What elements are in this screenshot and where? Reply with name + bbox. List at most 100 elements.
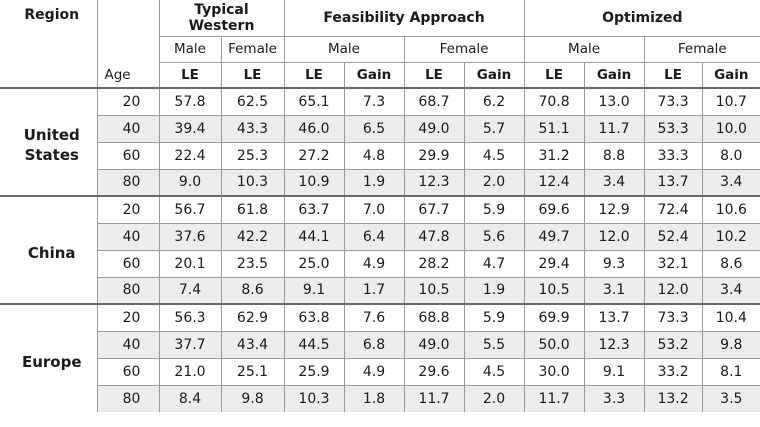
value-cell-fa-f-gain: 5.9 <box>463 195 525 223</box>
value-cell-op-m-le: 70.8 <box>523 88 585 115</box>
value-cell-fa-m-gain: 4.9 <box>343 249 404 277</box>
value-cell-op-m-le: 49.7 <box>523 222 585 250</box>
age-cell: 60 <box>96 357 159 385</box>
region-name-cell: United States <box>0 88 97 196</box>
value-cell-op-m-le: 69.9 <box>523 303 585 331</box>
value-cell-op-m-gain: 12.3 <box>583 330 645 358</box>
value-cell-op-m-le: 10.5 <box>523 276 585 304</box>
group-header-feasibility: Feasibility Approach <box>283 0 525 37</box>
value-cell-op-f-gain: 9.8 <box>701 330 760 358</box>
value-cell-op-f-gain: 10.4 <box>701 303 760 331</box>
value-cell-op-m-le: 11.7 <box>523 384 585 412</box>
value-cell-fa-m-le: 63.7 <box>283 195 344 223</box>
value-cell-fa-f-gain: 5.5 <box>463 330 525 358</box>
col-header-gain: Gain <box>701 62 760 89</box>
value-cell-fa-f-gain: 4.7 <box>463 249 525 277</box>
life-expectancy-table: Region Typical Western Feasibility Appro… <box>0 0 760 412</box>
value-cell-tw-m: 37.6 <box>158 222 221 250</box>
value-cell-fa-m-le: 10.3 <box>283 384 344 412</box>
col-header-le: LE <box>283 62 344 89</box>
col-header-gain: Gain <box>463 62 525 89</box>
age-cell: 40 <box>96 222 159 250</box>
value-cell-op-m-gain: 12.0 <box>583 222 645 250</box>
value-cell-op-f-le: 33.2 <box>643 357 703 385</box>
value-cell-fa-m-gain: 6.5 <box>343 114 404 142</box>
table-row: 60 22.4 25.3 27.2 4.8 29.9 4.5 31.2 8.8 33.3 8.0 <box>0 141 760 169</box>
value-cell-fa-f-le: 11.7 <box>403 384 464 412</box>
region-name-line1: China <box>27 244 76 262</box>
value-cell-op-f-le: 53.3 <box>643 114 703 142</box>
value-cell-tw-m: 8.4 <box>158 384 221 412</box>
sex-header-tw-female: Female <box>220 36 284 63</box>
value-cell-fa-m-le: 63.8 <box>283 303 344 331</box>
value-cell-tw-m: 22.4 <box>158 141 221 169</box>
value-cell-tw-f: 61.8 <box>220 195 284 223</box>
sex-header-op-female: Female <box>643 36 760 63</box>
value-cell-fa-m-le: 10.9 <box>283 168 344 196</box>
value-cell-fa-m-gain: 6.8 <box>343 330 404 358</box>
value-cell-fa-f-gain: 5.9 <box>463 303 525 331</box>
value-cell-fa-f-gain: 5.6 <box>463 222 525 250</box>
col-header-le: LE <box>643 62 703 89</box>
value-cell-fa-f-le: 67.7 <box>403 195 464 223</box>
age-cell: 20 <box>96 195 159 223</box>
value-cell-tw-f: 9.8 <box>220 384 284 412</box>
value-cell-op-m-le: 29.4 <box>523 249 585 277</box>
table-row: 40 37.6 42.2 44.1 6.4 47.8 5.6 49.7 12.0 52.4 10.2 <box>0 222 760 250</box>
value-cell-tw-m: 39.4 <box>158 114 221 142</box>
table-row: 80 9.0 10.3 10.9 1.9 12.3 2.0 12.4 3.4 13.7 3.4 <box>0 168 760 196</box>
value-cell-op-m-gain: 8.8 <box>583 141 645 169</box>
value-cell-op-m-gain: 11.7 <box>583 114 645 142</box>
value-cell-fa-m-gain: 7.3 <box>343 88 404 115</box>
value-cell-fa-m-le: 25.9 <box>283 357 344 385</box>
value-cell-op-f-le: 32.1 <box>643 249 703 277</box>
value-cell-op-f-gain: 3.4 <box>701 276 760 304</box>
value-cell-op-m-gain: 3.1 <box>583 276 645 304</box>
value-cell-tw-f: 43.3 <box>220 114 284 142</box>
value-cell-op-f-le: 13.2 <box>643 384 703 412</box>
table-row: Europe 20 56.3 62.9 63.8 7.6 68.8 5.9 69.9 13.7 73… <box>0 303 760 412</box>
value-cell-op-f-gain: 10.7 <box>701 88 760 115</box>
value-cell-op-m-gain: 9.3 <box>583 249 645 277</box>
region-header: Region <box>24 7 80 23</box>
value-cell-op-f-le: 73.3 <box>643 303 703 331</box>
value-cell-fa-m-gain: 6.4 <box>343 222 404 250</box>
value-cell-tw-m: 20.1 <box>158 249 221 277</box>
value-cell-tw-m: 9.0 <box>158 168 221 196</box>
region-header-spacer <box>0 62 97 89</box>
value-cell-tw-m: 21.0 <box>158 357 221 385</box>
age-cell: 80 <box>96 168 159 196</box>
value-cell-fa-m-gain: 1.7 <box>343 276 404 304</box>
value-cell-tw-f: 25.3 <box>220 141 284 169</box>
region-name-cell: Europe <box>0 303 97 412</box>
value-cell-op-f-le: 33.3 <box>643 141 703 169</box>
value-cell-tw-f: 62.5 <box>220 88 284 115</box>
value-cell-fa-f-le: 49.0 <box>403 114 464 142</box>
value-cell-fa-f-le: 29.6 <box>403 357 464 385</box>
value-cell-op-f-le: 12.0 <box>643 276 703 304</box>
value-cell-tw-m: 56.3 <box>158 303 221 331</box>
value-cell-fa-m-gain: 7.0 <box>343 195 404 223</box>
value-cell-op-f-gain: 8.0 <box>701 141 760 169</box>
sex-header-tw-male: Male <box>158 36 221 63</box>
value-cell-fa-m-gain: 1.9 <box>343 168 404 196</box>
age-cell: 80 <box>96 276 159 304</box>
value-cell-fa-f-le: 10.5 <box>403 276 464 304</box>
value-cell-tw-f: 10.3 <box>220 168 284 196</box>
value-cell-fa-f-le: 68.8 <box>403 303 464 331</box>
value-cell-fa-m-gain: 7.6 <box>343 303 404 331</box>
value-cell-op-m-le: 31.2 <box>523 141 585 169</box>
value-cell-op-f-le: 73.3 <box>643 88 703 115</box>
col-header-le: LE <box>523 62 585 89</box>
table-row: 40 37.7 43.4 44.5 6.8 49.0 5.5 50.0 12.3 53.2 9.8 <box>0 330 760 358</box>
value-cell-fa-m-le: 9.1 <box>283 276 344 304</box>
value-cell-op-f-gain: 10.0 <box>701 114 760 142</box>
value-cell-fa-m-le: 27.2 <box>283 141 344 169</box>
table-row: China 20 56.7 61.8 63.7 7.0 67.7 5.9 69.6 12.9 72.… <box>0 195 760 304</box>
value-cell-fa-f-gain: 5.7 <box>463 114 525 142</box>
value-cell-fa-m-gain: 4.8 <box>343 141 404 169</box>
value-cell-op-m-gain: 3.4 <box>583 168 645 196</box>
value-cell-tw-f: 62.9 <box>220 303 284 331</box>
col-header-gain: Gain <box>583 62 645 89</box>
age-cell: 60 <box>96 141 159 169</box>
